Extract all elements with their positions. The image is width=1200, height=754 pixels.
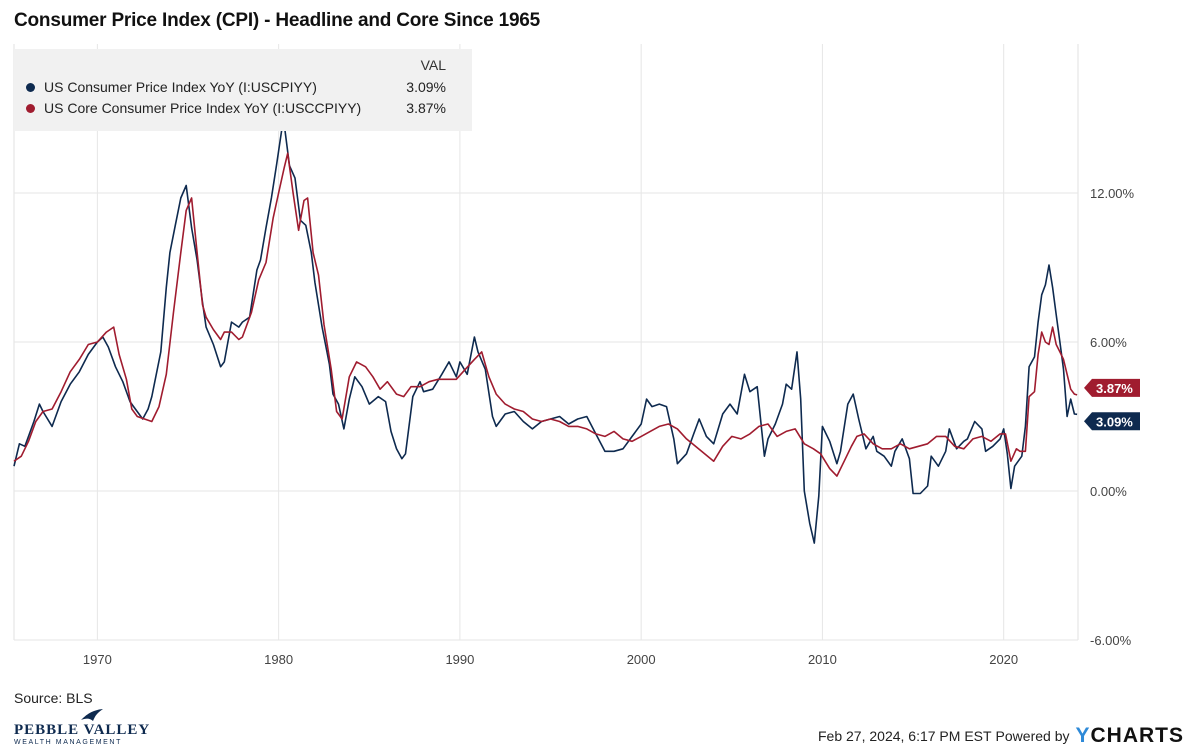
x-tick-label-2010: 2010 xyxy=(808,652,837,667)
legend-value-core-cpi: 3.87% xyxy=(406,100,446,116)
axis-labels: 1970 1980 1990 2000 2010 2020 12.00% 6.00% 0.00%… xyxy=(83,186,1135,667)
end-label-flag-core-cpi xyxy=(1084,378,1140,397)
legend-value-cpi: 3.09% xyxy=(406,79,446,95)
ycharts-logo-text: CHARTS xyxy=(1090,724,1184,747)
x-tick-label-1980: 1980 xyxy=(264,652,293,667)
grid xyxy=(13,44,1079,641)
footer-timestamp: Feb 27, 2024, 6:17 PM EST xyxy=(818,728,992,744)
ycharts-logo-y: Y xyxy=(1075,724,1091,747)
source-note: Source: BLS xyxy=(14,690,93,706)
series-layer xyxy=(13,122,1078,544)
series-line-core-cpi xyxy=(13,152,1078,477)
legend-header: VAL xyxy=(420,57,446,73)
legend-label-cpi: US Consumer Price Index YoY (I:USCPIYY) xyxy=(44,79,317,95)
y-tick-label-6.00%: 6.00% xyxy=(1090,335,1127,350)
x-tick-label-1990: 1990 xyxy=(445,652,474,667)
eagle-icon xyxy=(81,709,103,721)
legend: VAL US Consumer Price Index YoY (I:USCPI… xyxy=(14,49,472,131)
end-label-cpi: 3.09% xyxy=(1084,412,1140,431)
legend-item-cpi[interactable]: US Consumer Price Index YoY (I:USCPIYY) … xyxy=(26,77,446,97)
x-tick-label-2000: 2000 xyxy=(627,652,656,667)
end-label-flag-cpi xyxy=(1084,412,1140,431)
chart-title: Consumer Price Index (CPI) - Headline an… xyxy=(14,10,541,31)
end-label-core-cpi: 3.87% xyxy=(1084,378,1140,397)
series-line-cpi xyxy=(13,122,1078,544)
footer: Feb 27, 2024, 6:17 PM EST Powered by YCH… xyxy=(818,724,1184,748)
end-label-text-core-cpi: 3.87% xyxy=(1096,381,1133,396)
x-tick-label-2020: 2020 xyxy=(989,652,1018,667)
legend-dot-core-cpi-icon xyxy=(26,103,35,113)
x-tick-label-1970: 1970 xyxy=(83,652,112,667)
ycharts-logo[interactable]: YCHARTS xyxy=(1075,724,1184,748)
legend-item-core-cpi[interactable]: US Core Consumer Price Index YoY (I:USCC… xyxy=(26,98,446,118)
pebble-valley-logo: PEBBLE VALLEY WEALTH MANAGEMENT xyxy=(14,708,174,748)
y-tick-label--6.00%: -6.00% xyxy=(1090,633,1132,648)
logo-name: PEBBLE VALLEY xyxy=(14,722,151,738)
y-tick-label-12.00%: 12.00% xyxy=(1090,186,1135,201)
end-labels: 3.09% 3.87% xyxy=(1084,378,1140,431)
legend-dot-cpi-icon xyxy=(26,82,35,92)
logo-subtitle: WEALTH MANAGEMENT xyxy=(14,739,122,746)
footer-powered-by: Powered by xyxy=(995,728,1070,744)
legend-label-core-cpi: US Core Consumer Price Index YoY (I:USCC… xyxy=(44,100,362,116)
end-label-text-cpi: 3.09% xyxy=(1096,414,1133,429)
y-tick-label-0.00%: 0.00% xyxy=(1090,484,1127,499)
